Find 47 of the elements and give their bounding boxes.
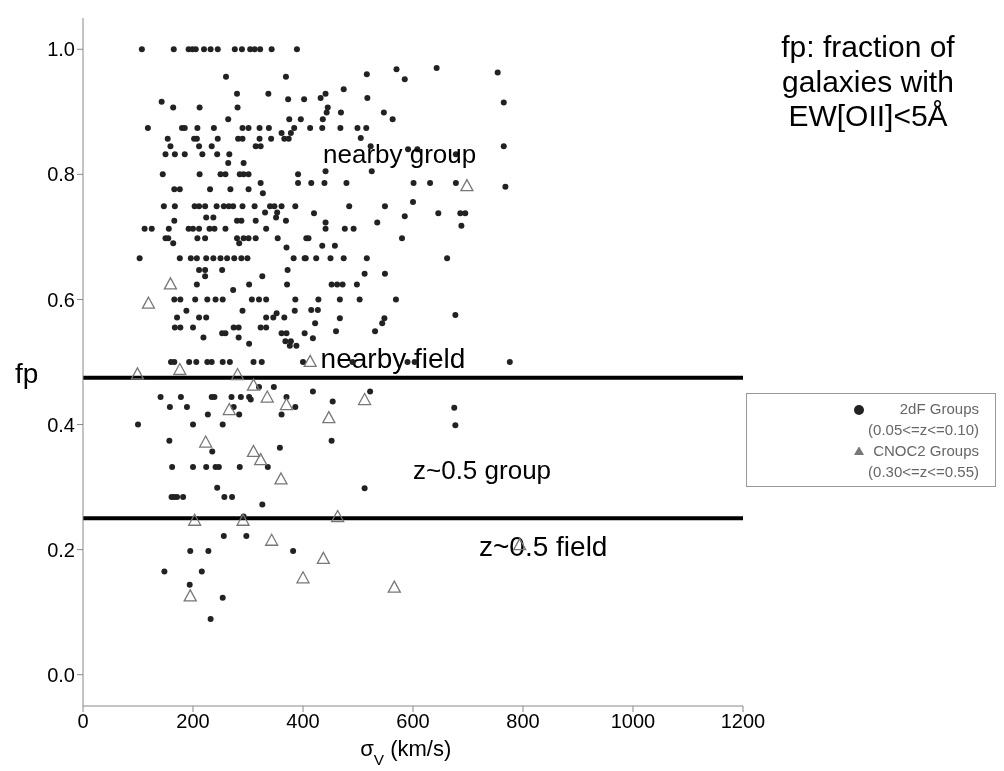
point [279, 397, 294, 411]
point [357, 392, 372, 406]
y-tick-label: 0.6 [47, 288, 75, 311]
point [188, 513, 202, 526]
point [246, 378, 261, 391]
point [199, 435, 213, 448]
ref-line-label: nearby field [320, 342, 466, 374]
x-tick-label: 200 [176, 710, 210, 733]
point [296, 571, 310, 584]
annotation: nearby group [323, 139, 477, 170]
point [222, 402, 236, 416]
x-tick-label: 1000 [610, 710, 656, 733]
point [254, 452, 268, 466]
x-axis-title: σ$_{V}$ (km/s) [360, 736, 452, 768]
x-tick-label: 1200 [720, 710, 766, 733]
point [331, 509, 345, 523]
point [163, 277, 178, 290]
legend-label: CNOC2 Groups (0.30<=z<=0.55) [868, 441, 979, 482]
point [260, 390, 274, 403]
annotation: z~0.5 group [413, 455, 552, 486]
y-tick-label: 0.8 [47, 163, 75, 186]
x-tick-label: 600 [396, 710, 430, 733]
point [236, 513, 250, 526]
point [246, 444, 261, 458]
point [130, 367, 145, 380]
y-tick-label: 0.2 [47, 538, 75, 561]
x-tick-label: 400 [286, 710, 320, 733]
y-tick-label: 0.0 [47, 663, 75, 686]
point [387, 580, 401, 593]
y-axis-title: fp [15, 357, 39, 389]
point [173, 362, 187, 376]
point [141, 296, 156, 309]
ref-line-label: z~0.5 field [479, 531, 608, 563]
point [183, 589, 197, 602]
legend-label: 2dF Groups (0.05<=z<=0.10) [868, 399, 979, 440]
x-tick-label: 0 [77, 710, 89, 733]
point [322, 411, 336, 424]
x-tick-label: 800 [506, 710, 540, 733]
point [303, 354, 317, 368]
point [460, 178, 474, 192]
y-tick-label: 1.0 [47, 38, 75, 61]
text: fp: fraction of galaxies with EW[OII]<5Å [780, 30, 956, 134]
y-tick-label: 0.4 [47, 413, 75, 436]
point [265, 533, 279, 546]
point [316, 551, 330, 565]
point [230, 367, 245, 381]
point [274, 472, 288, 485]
